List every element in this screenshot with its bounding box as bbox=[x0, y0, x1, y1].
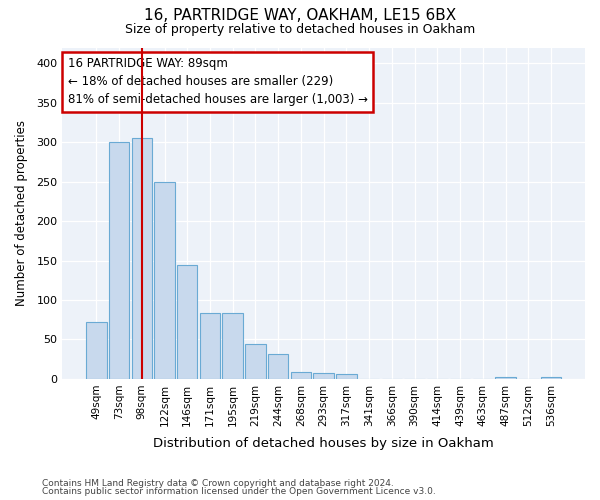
Text: 16 PARTRIDGE WAY: 89sqm
← 18% of detached houses are smaller (229)
81% of semi-d: 16 PARTRIDGE WAY: 89sqm ← 18% of detache… bbox=[68, 58, 368, 106]
Bar bbox=[154, 182, 175, 379]
Bar bbox=[86, 322, 107, 379]
Y-axis label: Number of detached properties: Number of detached properties bbox=[15, 120, 28, 306]
Bar bbox=[268, 354, 289, 379]
Bar bbox=[496, 378, 516, 379]
Bar bbox=[200, 314, 220, 379]
Bar bbox=[290, 372, 311, 379]
Bar bbox=[541, 378, 561, 379]
Text: 16, PARTRIDGE WAY, OAKHAM, LE15 6BX: 16, PARTRIDGE WAY, OAKHAM, LE15 6BX bbox=[144, 8, 456, 22]
Text: Contains public sector information licensed under the Open Government Licence v3: Contains public sector information licen… bbox=[42, 487, 436, 496]
Bar bbox=[245, 344, 266, 379]
Bar bbox=[313, 374, 334, 379]
Bar bbox=[177, 266, 197, 379]
Bar bbox=[336, 374, 356, 379]
Text: Size of property relative to detached houses in Oakham: Size of property relative to detached ho… bbox=[125, 22, 475, 36]
Bar bbox=[109, 142, 129, 379]
Bar bbox=[131, 138, 152, 379]
Text: Contains HM Land Registry data © Crown copyright and database right 2024.: Contains HM Land Registry data © Crown c… bbox=[42, 478, 394, 488]
Bar bbox=[223, 314, 243, 379]
X-axis label: Distribution of detached houses by size in Oakham: Distribution of detached houses by size … bbox=[153, 437, 494, 450]
